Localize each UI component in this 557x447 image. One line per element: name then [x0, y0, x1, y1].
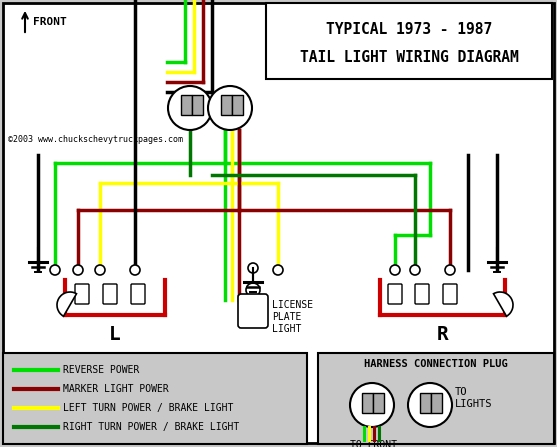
- Text: TAIL LIGHT WIRING DIAGRAM: TAIL LIGHT WIRING DIAGRAM: [300, 51, 519, 66]
- Circle shape: [248, 263, 258, 273]
- Text: RIGHT TURN POWER / BRAKE LIGHT: RIGHT TURN POWER / BRAKE LIGHT: [63, 422, 240, 432]
- Text: TO FRONT: TO FRONT: [350, 440, 397, 447]
- Circle shape: [273, 265, 283, 275]
- Text: PLATE: PLATE: [272, 312, 301, 322]
- Text: LIGHT: LIGHT: [272, 324, 301, 334]
- FancyBboxPatch shape: [221, 95, 232, 115]
- Circle shape: [73, 265, 83, 275]
- FancyBboxPatch shape: [131, 284, 145, 304]
- FancyBboxPatch shape: [192, 95, 203, 115]
- Wedge shape: [494, 292, 513, 316]
- FancyBboxPatch shape: [3, 353, 307, 444]
- Circle shape: [246, 283, 260, 297]
- Text: FRONT: FRONT: [33, 17, 67, 27]
- Text: LICENSE: LICENSE: [272, 300, 313, 310]
- Text: TYPICAL 1973 - 1987: TYPICAL 1973 - 1987: [326, 22, 492, 38]
- FancyBboxPatch shape: [238, 294, 268, 328]
- Text: L: L: [109, 325, 121, 344]
- FancyBboxPatch shape: [266, 3, 552, 79]
- FancyBboxPatch shape: [318, 353, 554, 444]
- Circle shape: [130, 265, 140, 275]
- FancyBboxPatch shape: [420, 393, 431, 413]
- FancyBboxPatch shape: [103, 284, 117, 304]
- FancyBboxPatch shape: [362, 393, 373, 413]
- FancyBboxPatch shape: [443, 284, 457, 304]
- Circle shape: [445, 265, 455, 275]
- Circle shape: [350, 383, 394, 427]
- Circle shape: [50, 265, 60, 275]
- Text: REVERSE POWER: REVERSE POWER: [63, 365, 139, 375]
- Text: HARNESS CONNECTION PLUG: HARNESS CONNECTION PLUG: [364, 359, 508, 369]
- Text: R: R: [437, 325, 449, 344]
- FancyBboxPatch shape: [75, 284, 89, 304]
- Circle shape: [208, 86, 252, 130]
- FancyBboxPatch shape: [388, 284, 402, 304]
- FancyBboxPatch shape: [232, 95, 243, 115]
- FancyBboxPatch shape: [415, 284, 429, 304]
- Circle shape: [168, 86, 212, 130]
- Text: ©2003 www.chuckschevytruckpages.com: ©2003 www.chuckschevytruckpages.com: [8, 135, 183, 144]
- Wedge shape: [57, 292, 76, 316]
- Circle shape: [390, 265, 400, 275]
- Text: MARKER LIGHT POWER: MARKER LIGHT POWER: [63, 384, 169, 394]
- Circle shape: [410, 265, 420, 275]
- Circle shape: [408, 383, 452, 427]
- Text: TO
LIGHTS: TO LIGHTS: [455, 387, 492, 409]
- FancyBboxPatch shape: [181, 95, 192, 115]
- Text: LEFT TURN POWER / BRAKE LIGHT: LEFT TURN POWER / BRAKE LIGHT: [63, 403, 233, 413]
- Circle shape: [95, 265, 105, 275]
- FancyBboxPatch shape: [3, 3, 554, 443]
- FancyBboxPatch shape: [431, 393, 442, 413]
- FancyBboxPatch shape: [373, 393, 384, 413]
